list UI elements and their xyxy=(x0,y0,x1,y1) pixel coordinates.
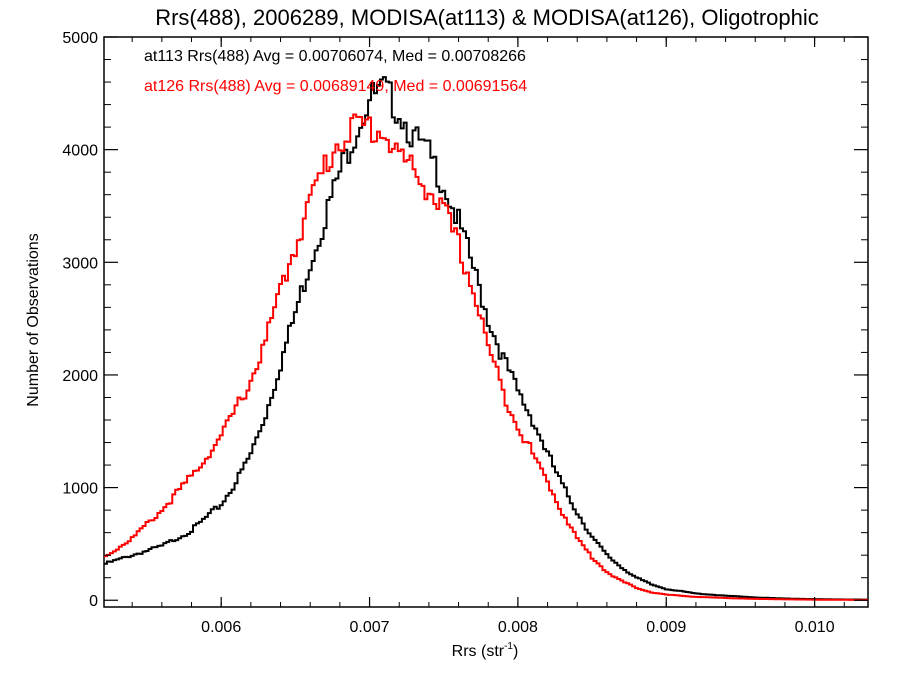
y-tick-label: 1000 xyxy=(62,481,98,498)
y-tick-label: 2000 xyxy=(62,368,98,385)
x-tick-label: 0.006 xyxy=(201,619,241,636)
axis-ticks: 0.006 0.007 0.008 0.009 0.010 0 1000 2000 3000 40… xyxy=(62,30,868,636)
plot-frame xyxy=(103,36,869,608)
series-line-0 xyxy=(104,76,868,601)
y-axis-label: Number of Observations xyxy=(25,233,42,406)
x-axis-label-superscript: -1 xyxy=(504,641,513,652)
y-tick-label: 3000 xyxy=(62,255,98,272)
series-layer xyxy=(104,76,868,601)
annotation-at126: at126 Rrs(488) Avg = 0.00689149, Med = 0… xyxy=(144,78,527,95)
x-axis-label: Rrs (str-1) xyxy=(452,641,519,660)
x-tick-label: 0.007 xyxy=(350,619,390,636)
x-axis-label-text: Rrs (str xyxy=(452,643,505,660)
y-tick-label: 5000 xyxy=(62,30,98,47)
x-axis-label-suffix: ) xyxy=(513,643,518,660)
chart-title: Rrs(488), 2006289, MODISA(at113) & MODIS… xyxy=(155,5,819,30)
plot-border xyxy=(103,36,869,608)
series-line-1 xyxy=(104,113,868,601)
y-tick-label: 4000 xyxy=(62,143,98,160)
x-tick-label: 0.008 xyxy=(498,619,538,636)
annotation-at113: at113 Rrs(488) Avg = 0.00706074, Med = 0… xyxy=(144,48,526,65)
x-tick-label: 0.010 xyxy=(795,619,835,636)
x-tick-label: 0.009 xyxy=(646,619,686,636)
y-tick-label: 0 xyxy=(89,593,98,610)
